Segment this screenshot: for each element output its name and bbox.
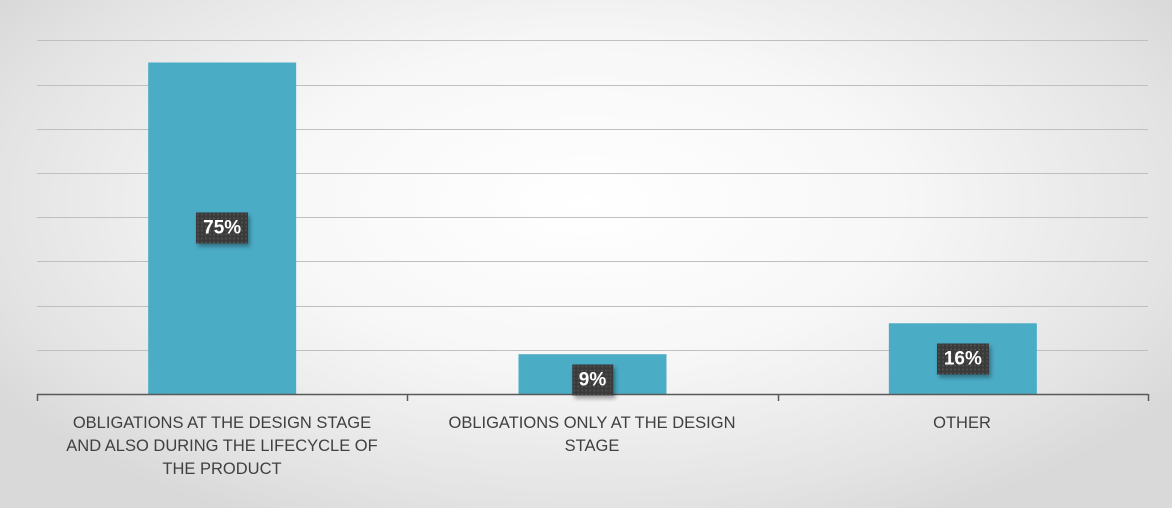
x-tick-label-1: OBLIGATIONS ONLY AT THE DESIGN STAGE [448, 414, 736, 455]
data-label-2: 16% [936, 343, 989, 375]
x-tick-label-2: OTHER [933, 414, 991, 432]
data-label-0: 75% [196, 212, 249, 244]
x-tick-label-0: OBLIGATIONS AT THE DESIGN STAGE AND ALSO… [66, 414, 378, 478]
data-label-1: 9% [571, 364, 614, 396]
